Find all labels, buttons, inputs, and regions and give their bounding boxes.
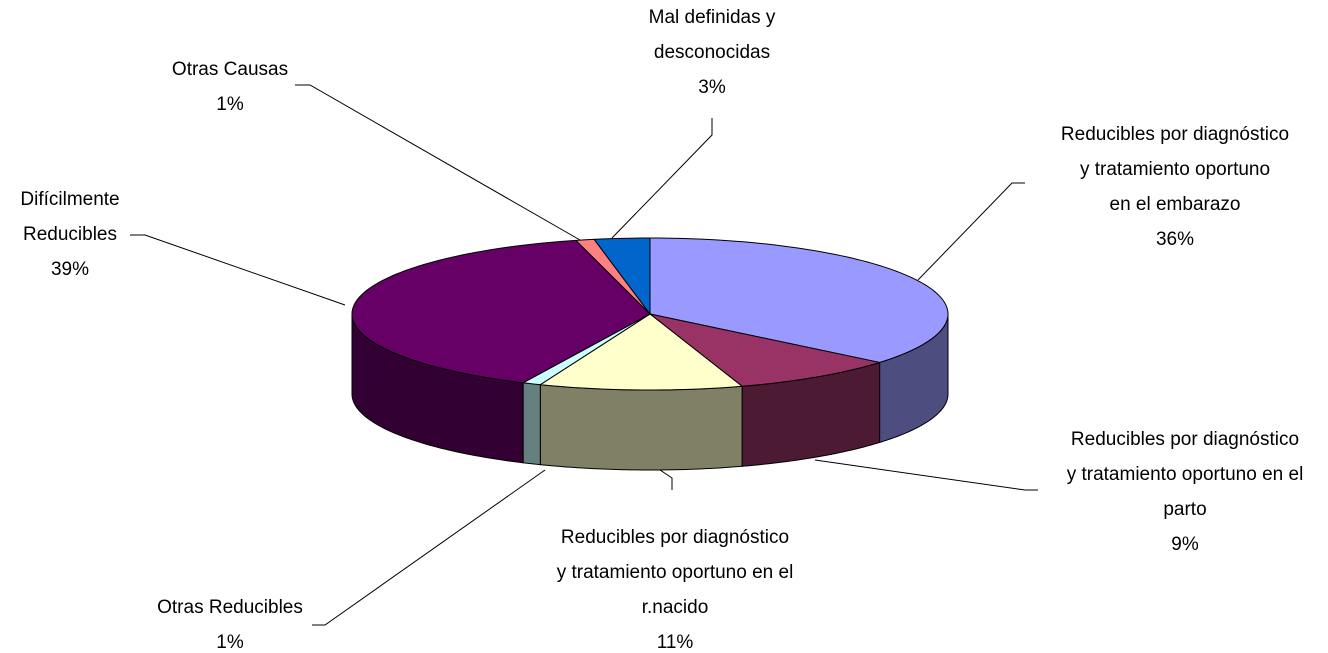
- category-name: Reducibles por diagnóstico y tratamiento…: [1066, 429, 1304, 520]
- category-name: Mal definidas y desconocidas: [648, 7, 776, 63]
- value-label: 1%: [216, 94, 244, 115]
- value-label: 9%: [1171, 534, 1199, 555]
- leader-lines: [130, 84, 1038, 626]
- slice: [649, 313, 880, 387]
- leader-line: [130, 234, 346, 306]
- pie: [351, 237, 949, 471]
- slice-label: Reducibles por diagnóstico y tratamiento…: [505, 520, 845, 653]
- leader-line: [295, 84, 581, 241]
- slice: [649, 237, 949, 363]
- slice-side: [522, 382, 541, 466]
- leader-line: [611, 118, 713, 239]
- value-label: 3%: [698, 77, 726, 98]
- slice-label: Reducibles por diagnóstico y tratamiento…: [1005, 117, 1328, 257]
- value-label: 39%: [50, 259, 90, 280]
- slice-side: [539, 384, 743, 471]
- slice-label: Mal definidas y desconocidas 3%: [542, 0, 882, 105]
- slice-label: Otras Causas 1%: [60, 52, 400, 122]
- value-label: 1%: [216, 632, 244, 653]
- category-name: Difícilmente Reducibles: [20, 189, 120, 245]
- value-label: 36%: [1155, 229, 1195, 250]
- slice: [351, 239, 651, 384]
- slice: [538, 313, 744, 391]
- leader-line: [814, 459, 1038, 491]
- category-name: Reducibles por diagnóstico y tratamiento…: [556, 527, 794, 618]
- slice-label: Difícilmente Reducibles 39%: [0, 182, 240, 287]
- leader-line: [659, 469, 673, 490]
- category-name: Otras Reducibles: [157, 597, 303, 618]
- value-label: 11%: [656, 632, 694, 653]
- category-name: Reducibles por diagnóstico y tratamiento…: [1060, 124, 1290, 215]
- slice-label: Reducibles por diagnóstico y tratamiento…: [1015, 422, 1328, 562]
- slice: [593, 237, 651, 316]
- category-name: Otras Causas: [171, 59, 289, 80]
- leader-line: [917, 182, 1025, 281]
- slice-label: Otras Reducibles 1%: [60, 590, 400, 653]
- leader-line: [312, 469, 546, 626]
